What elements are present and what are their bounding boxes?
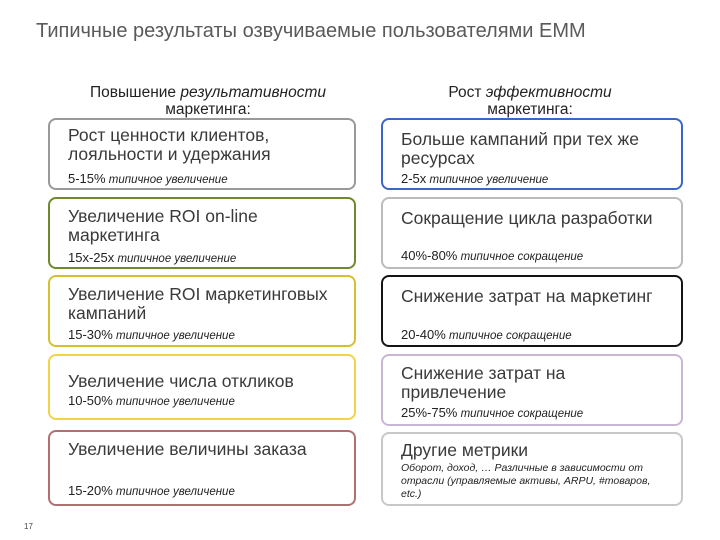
card-metric: 20-40% типичное сокращение <box>401 328 675 343</box>
card-title: Другие метрики <box>401 440 529 460</box>
metric-value: 2-5x <box>401 171 427 186</box>
card-title: Снижение затрат на маркетинг <box>401 286 653 306</box>
right-heading-emphasis: эффективности <box>485 84 612 101</box>
card-metric: 5-15% типичное увеличение <box>68 172 348 187</box>
metric-label: типичное увеличение <box>105 174 228 186</box>
metric-label: типичное увеличение <box>114 253 237 265</box>
metric-value: 25%-75% <box>401 405 458 420</box>
metric-value: 15-20% <box>68 483 113 498</box>
metric-value: 5-15% <box>68 171 106 186</box>
card-title: Рост ценности клиентов, лояльности и уде… <box>68 125 271 164</box>
left-card-customer-value: Рост ценности клиентов, лояльности и уде… <box>48 118 356 190</box>
metric-label: типичное сокращение <box>445 330 572 342</box>
metric-value: 40%-80% <box>401 248 458 263</box>
left-card-order-value: Увеличение величины заказа 15-20% типичн… <box>48 430 356 506</box>
right-card-cycle-time: Сокращение цикла разработки 40%-80% типи… <box>381 197 683 269</box>
metric-value: 15x-25x <box>68 250 115 265</box>
card-title: Увеличение числа откликов <box>68 371 294 391</box>
left-heading-line2: маркетинга: <box>165 101 251 118</box>
right-card-other-metrics: Другие метрики Оборот, доход, … Различны… <box>381 432 683 506</box>
card-title: Сокращение цикла разработки <box>401 208 653 228</box>
card-title: Увеличение ROI on-line маркетинга <box>68 206 258 245</box>
metric-label: типичное сокращение <box>457 251 584 263</box>
card-metric: 15-20% типичное увеличение <box>68 484 348 499</box>
right-card-acquisition-cost: Снижение затрат на привлечение 25%-75% т… <box>381 354 683 426</box>
left-card-campaign-roi: Увеличение ROI маркетинговых кампаний 15… <box>48 275 356 347</box>
right-heading-prefix: Рост <box>448 84 486 101</box>
card-metric: 25%-75% типичное сокращение <box>401 406 675 421</box>
page-number: 17 <box>24 522 33 531</box>
card-title: Больше кампаний при тех же ресурсах <box>401 129 639 168</box>
card-metric: 15-30% типичное увеличение <box>68 328 348 343</box>
card-metric: 15x-25x типичное увеличение <box>68 251 348 266</box>
card-title: Увеличение величины заказа <box>68 439 307 459</box>
left-column-heading: Повышение результативности маркетинга: <box>40 84 376 118</box>
right-card-more-campaigns: Больше кампаний при тех же ресурсах 2-5x… <box>381 118 683 190</box>
card-metric: 40%-80% типичное сокращение <box>401 249 675 264</box>
card-metric: 10-50% типичное увеличение <box>68 394 348 409</box>
metric-value: 20-40% <box>401 327 446 342</box>
left-card-online-roi: Увеличение ROI on-line маркетинга 15x-25… <box>48 197 356 269</box>
metric-label: типичное увеличение <box>112 486 235 498</box>
metric-label: типичное увеличение <box>112 330 235 342</box>
right-card-marketing-cost: Снижение затрат на маркетинг 20-40% типи… <box>381 275 683 347</box>
metric-value: 15-30% <box>68 327 113 342</box>
right-heading-line2: маркетинга: <box>487 101 573 118</box>
metric-label: типичное сокращение <box>457 408 584 420</box>
card-title: Увеличение ROI маркетинговых кампаний <box>68 284 328 323</box>
card-note: Оборот, доход, … Различные в зависимости… <box>401 462 651 500</box>
left-card-response-rate: Увеличение числа откликов 10-50% типично… <box>48 354 356 420</box>
left-heading-prefix: Повышение <box>90 84 181 101</box>
metric-label: типичное увеличение <box>426 174 549 186</box>
right-column-heading: Рост эффективности маркетинга: <box>380 84 680 118</box>
metric-value: 10-50% <box>68 393 113 408</box>
metric-label: типичное увеличение <box>112 396 235 408</box>
card-metric: 2-5x типичное увеличение <box>401 172 675 187</box>
left-heading-emphasis: результативности <box>180 84 326 101</box>
card-title: Снижение затрат на привлечение <box>401 363 566 402</box>
slide-title: Типичные результаты озвучиваемые пользов… <box>36 20 586 42</box>
